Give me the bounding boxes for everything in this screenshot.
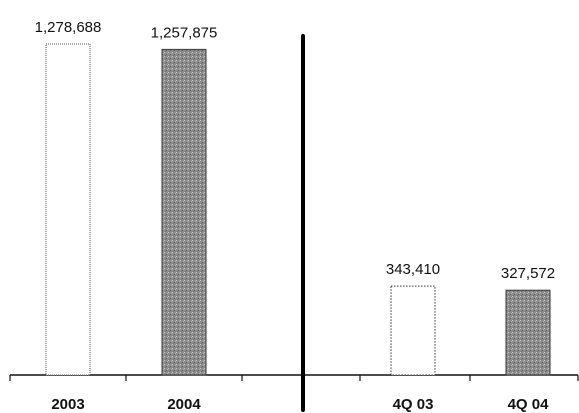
data-label: 1,257,875 [151,24,218,41]
bar-2004 [161,48,207,376]
x-tick-label: 4Q 04 [508,396,550,413]
x-tick-label: 2003 [51,396,84,413]
data-label: 327,572 [501,265,555,282]
data-label: 343,410 [386,261,440,278]
bar-2003 [45,43,91,376]
x-tick-label: 4Q 03 [393,396,434,413]
data-label: 1,278,688 [35,19,102,36]
bar-4q-03 [390,285,436,376]
bar-4q-04 [505,289,551,376]
x-tick-label: 2004 [167,396,201,413]
